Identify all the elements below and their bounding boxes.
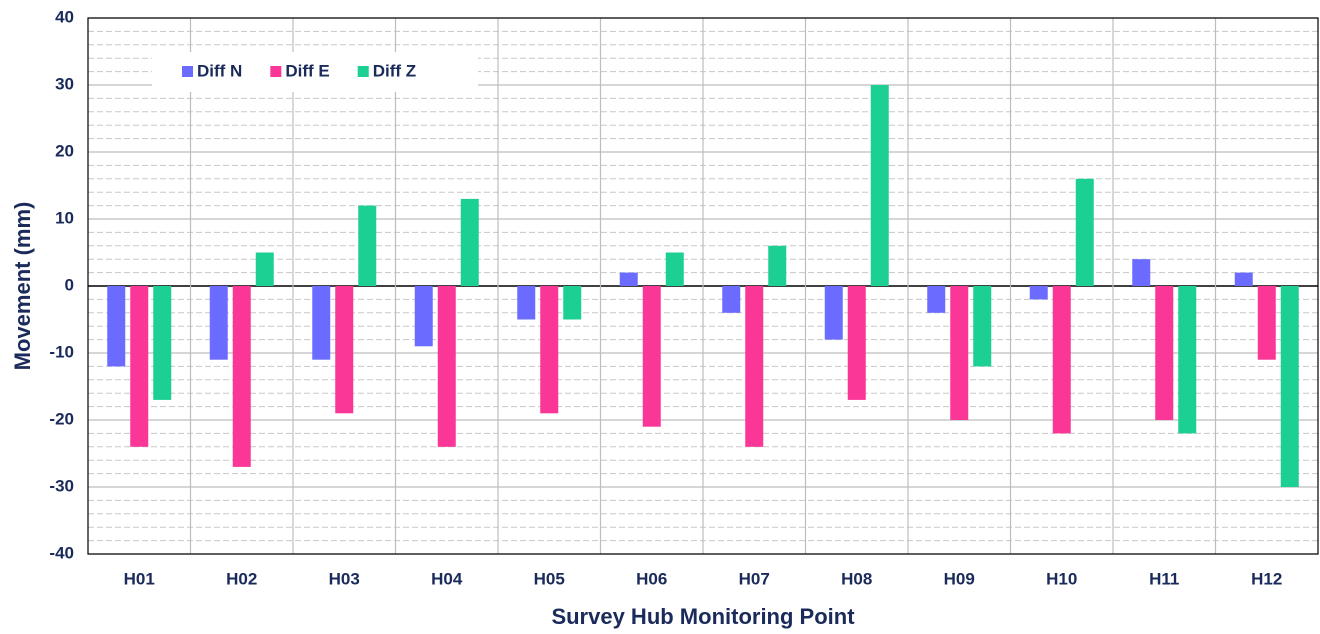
y-tick-label: -10 [49, 342, 74, 361]
x-tick-label: H02 [226, 569, 257, 588]
bar [335, 286, 354, 414]
bar [1280, 286, 1299, 487]
x-tick-label: H10 [1046, 569, 1077, 588]
x-tick-label: H03 [329, 569, 360, 588]
bar [722, 286, 741, 313]
bar [540, 286, 559, 414]
bar [130, 286, 149, 447]
y-tick-label: -30 [49, 476, 74, 495]
x-tick-label: H08 [841, 569, 872, 588]
x-tick-label: H05 [534, 569, 565, 588]
bar [232, 286, 251, 467]
x-axis-title: Survey Hub Monitoring Point [551, 604, 855, 629]
y-tick-label: 0 [65, 275, 74, 294]
bar [1052, 286, 1071, 434]
x-tick-label: H01 [124, 569, 155, 588]
bar [1075, 178, 1094, 286]
bar [1029, 286, 1048, 300]
bar [460, 198, 479, 286]
bar [950, 286, 969, 420]
x-tick-label: H04 [431, 569, 463, 588]
bar [563, 286, 582, 320]
bar [1132, 259, 1151, 286]
y-tick-label: 40 [55, 7, 74, 26]
legend-swatch [182, 66, 193, 77]
bar [927, 286, 946, 313]
bar [107, 286, 126, 367]
y-tick-label: -20 [49, 409, 74, 428]
x-tick-label: H06 [636, 569, 667, 588]
y-tick-label: 10 [55, 208, 74, 227]
x-tick-label: H12 [1251, 569, 1282, 588]
bar [517, 286, 536, 320]
bar [358, 205, 377, 286]
legend-box [152, 52, 478, 92]
bar [255, 252, 274, 286]
bar [153, 286, 172, 400]
y-tick-label: -40 [49, 543, 74, 562]
legend-label: Diff E [285, 61, 329, 80]
bar [1178, 286, 1197, 434]
legend-label: Diff N [197, 61, 242, 80]
bar [414, 286, 433, 347]
y-axis-title: Movement (mm) [10, 202, 35, 371]
legend-label: Diff Z [373, 61, 416, 80]
bar [1234, 272, 1253, 286]
bar [973, 286, 992, 367]
bar [665, 252, 684, 286]
x-tick-label: H07 [739, 569, 770, 588]
x-tick-label: H11 [1149, 569, 1179, 588]
x-tick-label: H09 [944, 569, 975, 588]
bar [1155, 286, 1174, 420]
bar [1257, 286, 1276, 360]
bar [870, 85, 889, 286]
bar [768, 245, 787, 286]
bar [824, 286, 843, 340]
bar [312, 286, 331, 360]
plot-border [87, 17, 1319, 555]
bar [642, 286, 661, 427]
bar [209, 286, 228, 360]
legend-swatch [270, 66, 282, 77]
legend-swatch [357, 66, 369, 77]
y-tick-label: 20 [55, 141, 74, 160]
bar [619, 272, 638, 286]
bar [847, 286, 866, 400]
bar [437, 286, 456, 447]
bar [745, 286, 764, 447]
y-tick-label: 30 [55, 74, 74, 93]
